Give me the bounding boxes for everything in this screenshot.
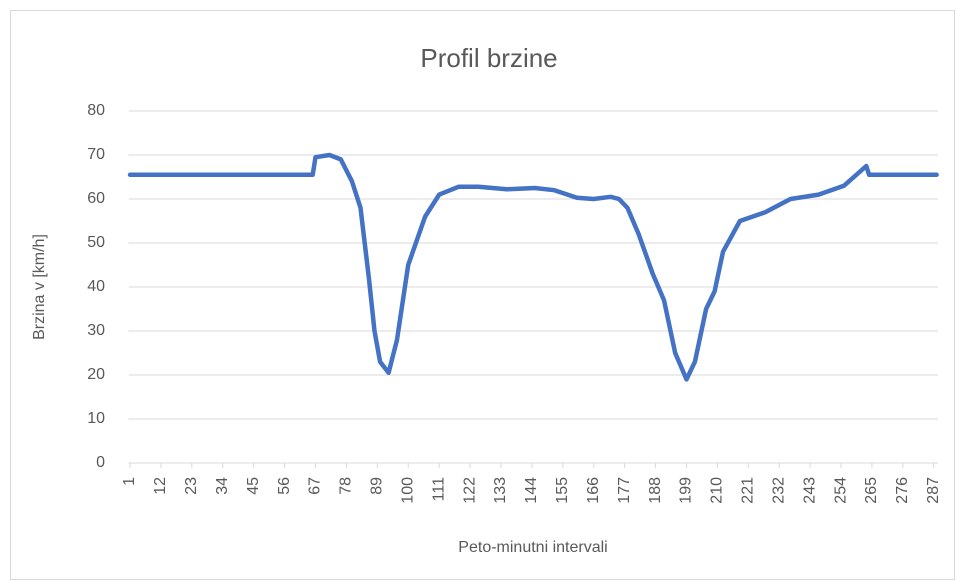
y-tick-label: 60 [87,190,105,207]
x-tick-label: 100 [399,477,416,504]
x-tick-label: 133 [492,477,509,504]
data-line [127,152,939,382]
x-tick-label: 144 [523,477,540,504]
x-tick-label: 122 [461,477,478,504]
x-tick-label: 155 [554,477,571,504]
x-tick-label: 287 [925,477,942,504]
x-tick-label: 210 [709,477,726,504]
x-tick-label: 12 [152,477,169,495]
y-tick-label: 80 [87,102,105,119]
x-tick-label: 276 [894,477,911,504]
x-tick-label: 254 [832,477,849,504]
y-tick-label: 70 [87,146,105,163]
y-tick-label: 0 [96,454,105,471]
y-tick-label: 30 [87,322,105,339]
x-tick-label: 89 [369,477,386,495]
x-tick-label: 67 [307,477,324,495]
x-tick-label: 45 [245,477,262,495]
x-tick-label: 111 [430,477,447,501]
y-tick-label: 10 [87,410,105,427]
x-tick-label: 23 [183,477,200,495]
x-tick-label: 34 [214,477,231,495]
y-tick-label: 20 [87,366,105,383]
x-tick-label: 265 [863,477,880,504]
x-tick-label: 221 [740,477,757,504]
y-axis-title: Brzina v [km/h] [31,234,48,340]
x-tick-label: 188 [647,477,664,504]
chart-frame [10,10,955,580]
x-tick-label: 1 [121,477,138,486]
x-tick-label: 166 [585,477,602,504]
x-axis-title: Peto-minutni intervali [458,539,607,556]
x-tick-label: 177 [616,477,633,504]
x-tick-label: 199 [678,477,695,504]
chart-title: Profil brzine [420,43,557,73]
y-tick-label: 40 [87,278,105,295]
x-tick-label: 78 [338,477,355,495]
y-tick-label: 50 [87,234,105,251]
x-tick-label: 243 [801,477,818,504]
x-tick-label: 232 [770,477,787,504]
x-tick-label: 56 [276,477,293,495]
